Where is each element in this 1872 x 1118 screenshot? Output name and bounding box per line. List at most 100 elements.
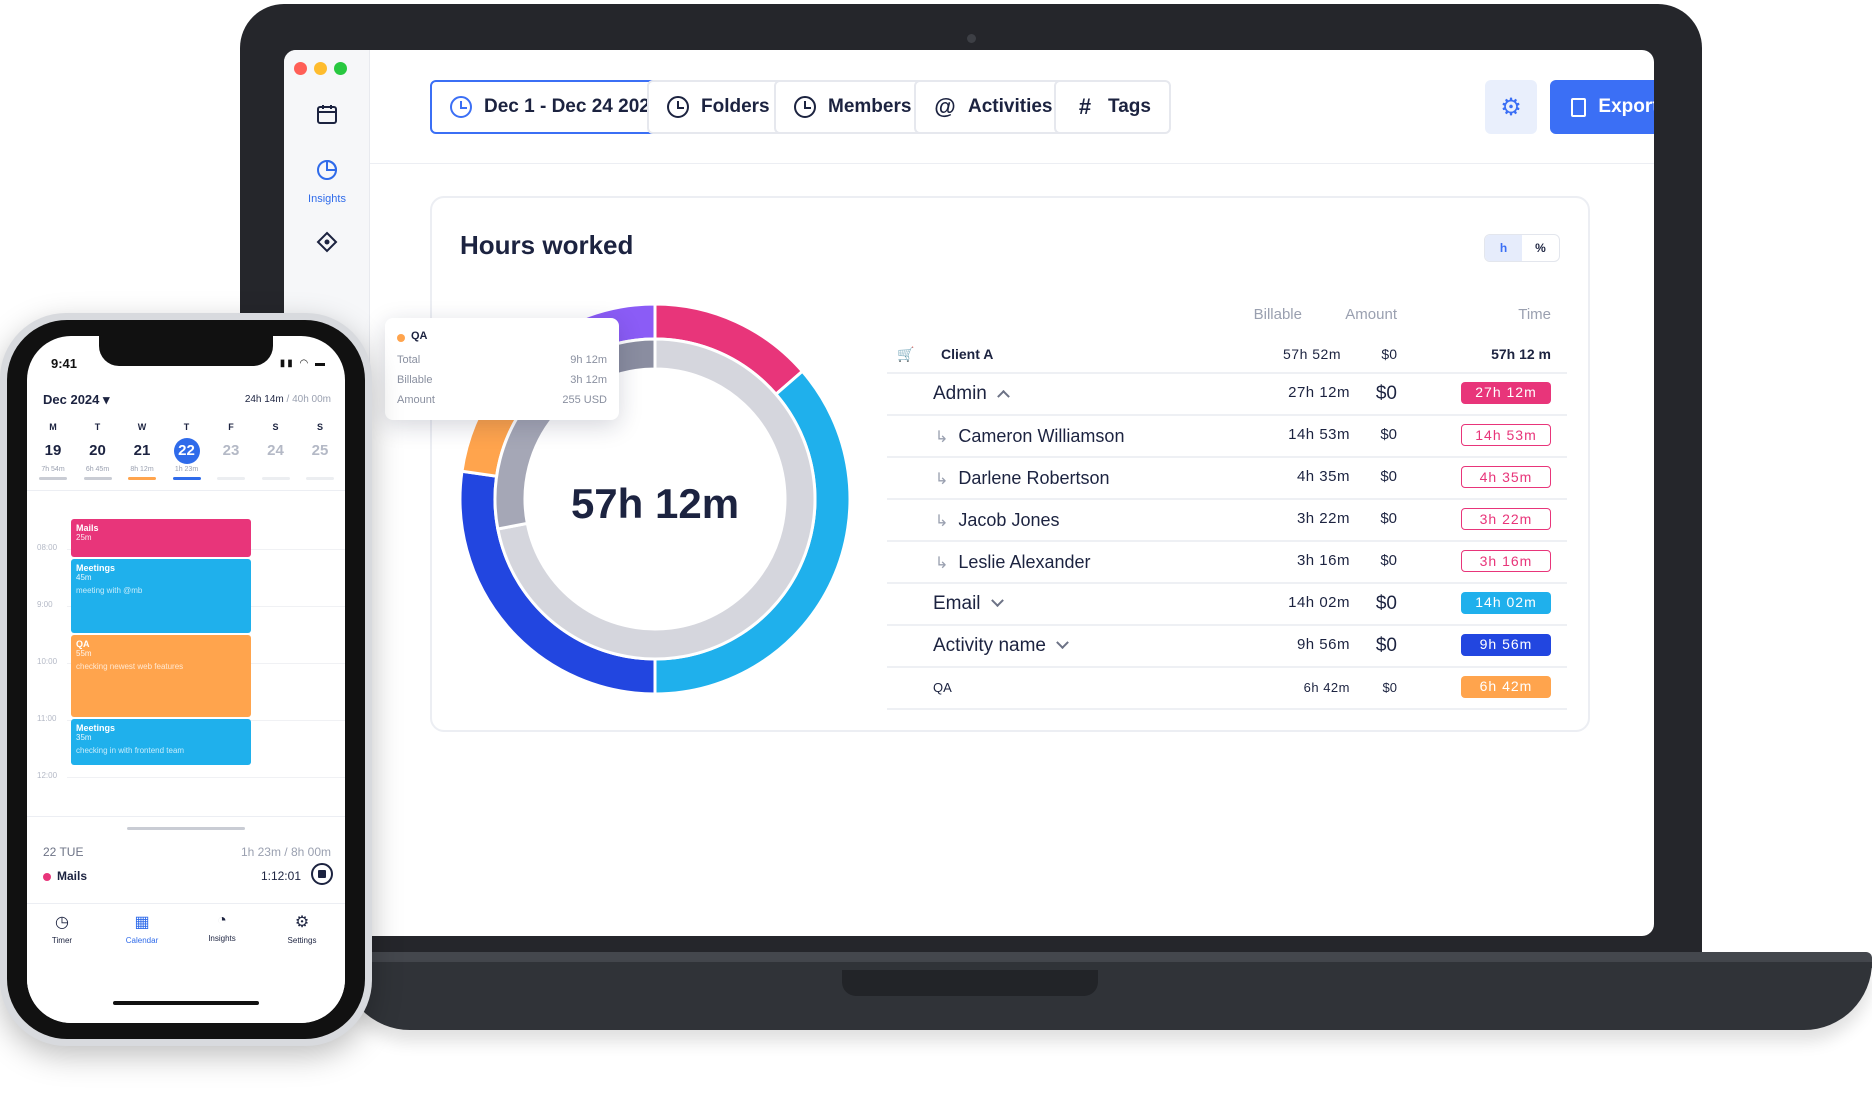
hours-table: Billable Amount Time 🛒 Client A 57h 52m …: [887, 306, 1567, 710]
tab-calendar[interactable]: ▦ Calendar: [107, 912, 177, 945]
client-row[interactable]: 🛒 Client A 57h 52m $0 57h 12 m: [887, 338, 1567, 374]
day-23[interactable]: F 23: [209, 422, 253, 480]
row-amount: $0: [1375, 383, 1397, 404]
laptop-notch: [842, 970, 1098, 996]
table-row[interactable]: Email 14h 02m $0 14h 02m: [887, 584, 1567, 626]
hour-label: 08:00: [37, 543, 58, 552]
phone-bezel: 9:41 ▮▮ ◠ ▬ Dec 2024 ▾ 24h 14m / 40h 00m…: [7, 320, 365, 1039]
tab-timer[interactable]: ◷ Timer: [27, 912, 97, 945]
event-title: QA: [76, 639, 90, 649]
date-range-button[interactable]: Dec 1 - Dec 24 2024: [430, 80, 681, 134]
table-row[interactable]: ↳ Darlene Robertson 4h 35m $0 4h 35m: [887, 458, 1567, 500]
members-button[interactable]: Members: [774, 80, 932, 134]
calendar-event[interactable]: Mails 25m: [71, 519, 251, 557]
hour-label: 11:00: [37, 714, 57, 723]
folders-button[interactable]: Folders: [647, 80, 790, 134]
chevron-down-icon[interactable]: [990, 594, 1004, 608]
sub-arrow-icon: ↳: [935, 429, 949, 446]
day-21[interactable]: W 21 8h 12m: [120, 422, 164, 480]
row-time-badge: 14h 53m: [1461, 424, 1551, 446]
month-label: Dec 2024: [43, 392, 100, 407]
table-row[interactable]: ↳ Jacob Jones 3h 22m $0 3h 22m: [887, 500, 1567, 542]
close-window-button[interactable]: [294, 62, 307, 75]
legend-dot: [397, 334, 405, 342]
activities-button[interactable]: @ Activities: [914, 80, 1073, 134]
phone-frame: 9:41 ▮▮ ◠ ▬ Dec 2024 ▾ 24h 14m / 40h 00m…: [0, 313, 372, 1046]
event-duration: 35m: [76, 733, 92, 742]
day-25[interactable]: S 25: [298, 422, 342, 480]
tooltip-label: Billable: [397, 374, 433, 386]
export-button[interactable]: Export: [1550, 80, 1654, 134]
day-of-week: M: [49, 422, 57, 432]
toggle-hours[interactable]: h: [1485, 235, 1522, 261]
settings-button[interactable]: ⚙: [1485, 80, 1537, 134]
event-note: meeting with @mb: [76, 586, 143, 595]
drag-handle[interactable]: [127, 827, 245, 830]
sidebar-item-insights[interactable]: Insights: [284, 158, 370, 205]
clock-icon: [667, 96, 689, 118]
calendar-event[interactable]: QA 55m checking newest web features: [71, 635, 251, 717]
day-progress-bar: [128, 477, 156, 480]
day-19[interactable]: M 19 7h 54m: [31, 422, 75, 480]
row-amount: $0: [1375, 635, 1397, 656]
chevron-up-icon[interactable]: [996, 390, 1010, 404]
tooltip-label: Total: [397, 354, 421, 366]
event-duration: 45m: [76, 573, 92, 582]
maximize-window-button[interactable]: [334, 62, 347, 75]
pie-chart-icon: [317, 159, 338, 180]
calendar-event[interactable]: Meetings 45m meeting with @mb: [71, 559, 251, 633]
day-20[interactable]: T 20 6h 45m: [76, 422, 120, 480]
row-billable: 9h 56m: [1296, 636, 1350, 653]
folders-label: Folders: [701, 96, 770, 117]
tab-bar: ◷ Timer ▦ Calendar ◔ Insights ⚙ Settings: [27, 903, 345, 963]
minimize-window-button[interactable]: [314, 62, 327, 75]
phone-screen: 9:41 ▮▮ ◠ ▬ Dec 2024 ▾ 24h 14m / 40h 00m…: [27, 336, 345, 1023]
month-picker[interactable]: Dec 2024 ▾: [43, 392, 110, 408]
donut-inner-slice-1[interactable]: [496, 337, 817, 661]
document-icon: [1571, 97, 1587, 117]
sidebar-item-calendar[interactable]: [284, 102, 370, 133]
tab-settings[interactable]: ⚙ Settings: [267, 912, 337, 945]
table-row[interactable]: Admin 27h 12m $0 27h 12m: [887, 374, 1567, 416]
pie-chart-icon: ◔: [217, 912, 227, 929]
calendar-event[interactable]: Meetings 35m checking in with frontend tea…: [71, 719, 251, 765]
members-label: Members: [828, 96, 912, 117]
row-time-badge: 3h 22m: [1461, 508, 1551, 530]
day-number: 20: [89, 442, 106, 459]
row-billable: 27h 12m: [1288, 384, 1350, 401]
hour-label: 12:00: [37, 771, 58, 780]
day-number: 25: [311, 442, 329, 459]
gear-icon: ⚙: [1500, 93, 1522, 121]
chevron-down-icon[interactable]: [1056, 636, 1069, 650]
client-time: 57h 12 m: [1491, 346, 1551, 362]
week-target: / 40h 00m: [286, 394, 331, 405]
tags-button[interactable]: # Tags: [1054, 80, 1171, 134]
day-progress-bar: [261, 477, 290, 480]
day-24[interactable]: S 24: [254, 422, 298, 480]
tab-insights[interactable]: ◔ Insights: [187, 912, 257, 943]
table-row[interactable]: QA 6h 42m $0 6h 42m: [887, 668, 1567, 710]
gear-icon: ⚙: [294, 914, 310, 931]
table-row[interactable]: ↳ Cameron Williamson 14h 53m $0 14h 53m: [887, 416, 1567, 458]
caret-down-icon: ▾: [103, 392, 110, 407]
day-total: [298, 466, 342, 476]
week-total: 24h 14m / 40h 00m: [245, 394, 331, 405]
day-22[interactable]: T 22 1h 23m: [165, 422, 209, 480]
row-billable: 3h 16m: [1296, 552, 1350, 569]
stop-timer-button[interactable]: [311, 863, 333, 885]
table-row[interactable]: ↳ Leslie Alexander 3h 16m $0 3h 16m: [887, 542, 1567, 584]
day-progress-bar: [217, 477, 245, 480]
toggle-percent[interactable]: %: [1535, 241, 1546, 255]
calendar-icon: [317, 105, 337, 124]
tags-label: Tags: [1108, 96, 1151, 117]
table-row[interactable]: Activity name 9h 56m $0 9h 56m: [887, 626, 1567, 668]
sub-arrow-icon: ↳: [935, 471, 949, 488]
row-name: Leslie Alexander: [958, 552, 1091, 572]
laptop-base: [342, 962, 1872, 1030]
sidebar-item-tags[interactable]: [284, 230, 370, 261]
day-number: 22: [173, 438, 200, 464]
row-amount: $0: [1380, 510, 1397, 527]
event-note: checking newest web features: [76, 662, 184, 671]
diamond-icon: [316, 231, 338, 253]
day-timeline: 08:00 9:00 10:00 11:00 12:00 Mails 25m Meeting…: [27, 490, 345, 820]
